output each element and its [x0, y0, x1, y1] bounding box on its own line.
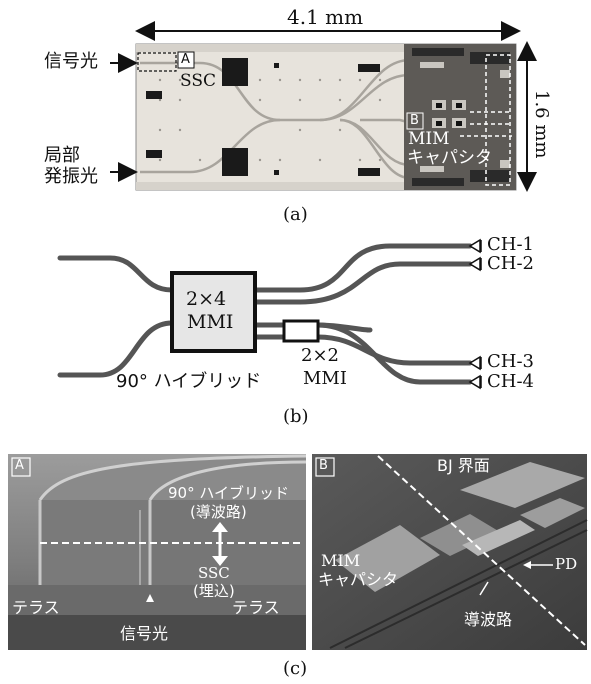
hybrid-schematic: [57, 238, 482, 390]
caption-a: (a): [283, 204, 308, 225]
mmi-2x2-label-1: 2×2: [301, 345, 339, 366]
sem-b-marker: B: [319, 458, 328, 473]
sem-a-ssc-label-1: SSC: [198, 564, 230, 582]
sem-b-mim-label-2: キャパシタ: [318, 570, 399, 589]
schematic-waveguides: [57, 243, 473, 385]
ssc-label: SSC: [180, 71, 217, 91]
marker-a-label: A: [181, 52, 190, 67]
mmi-2x4-box: [170, 271, 257, 353]
width-label: 4.1 mm: [287, 5, 364, 29]
sem-b-mim-label-1: MIM: [321, 551, 361, 570]
mim-label-2: キャパシタ: [407, 148, 492, 168]
marker-b-label: B: [410, 113, 419, 128]
sem-b-pd-label: PD: [555, 555, 578, 573]
sem-b-waveguide-label: 導波路: [464, 610, 513, 629]
mmi-2x4-label-2: MMI: [187, 311, 234, 333]
mmi-2x4-label-1: 2×4: [186, 288, 227, 310]
sem-b-bj-interface: BJ 界面: [437, 456, 490, 475]
sem-a-terrace-right: テラス: [232, 598, 280, 617]
height-label: 1.6 mm: [531, 90, 552, 159]
channel-label-1: CH-1: [487, 234, 535, 255]
sem-a-hybrid-label-1: 90° ハイブリッド: [168, 484, 290, 502]
channel-label-3: CH-3: [487, 351, 535, 372]
sem-a-terrace-left: テラス: [12, 598, 60, 617]
sem-a-signal-label: 信号光: [120, 624, 169, 643]
marker-a-box: [177, 51, 195, 69]
chip-photo: [110, 21, 537, 192]
sem-a-ssc-label-2: (埋込): [193, 582, 235, 600]
signal-light-label: 信号光: [44, 51, 98, 72]
mmi-2x2-label-2: MMI: [303, 368, 347, 389]
channel-label-4: CH-4: [487, 371, 535, 392]
photodiode-symbols: [468, 238, 482, 390]
marker-b-box: [406, 112, 424, 130]
local-osc-label-1: 局部: [44, 145, 80, 166]
caption-c: (c): [283, 658, 308, 679]
ssc-dashed-box: [137, 52, 177, 72]
chip-dot-pattern: [158, 78, 382, 162]
chip-pads: [146, 58, 380, 176]
hybrid-label: 90° ハイブリッド: [116, 371, 262, 392]
local-osc-label-2: 発振光: [44, 166, 98, 187]
mim-label-1: MIM: [408, 129, 450, 149]
mmi-2x2-box: [282, 319, 320, 343]
sem-a-marker: A: [15, 458, 24, 473]
channel-label-2: CH-2: [487, 253, 535, 274]
sem-a-hybrid-label-2: (導波路): [190, 503, 247, 521]
caption-b: (b): [283, 406, 309, 427]
